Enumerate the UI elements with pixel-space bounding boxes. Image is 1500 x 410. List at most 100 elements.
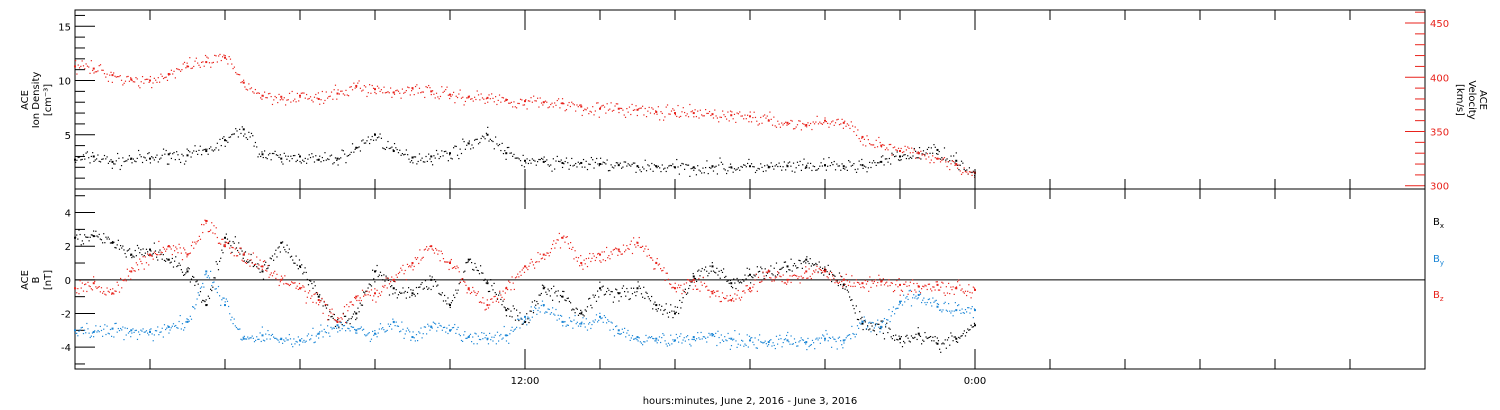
data-point [312,156,314,158]
data-point [170,261,172,263]
data-point [476,343,478,345]
data-point [786,124,788,126]
data-point [271,333,274,336]
data-point [674,282,676,284]
data-point [753,166,755,168]
data-point [441,329,443,331]
data-point [618,111,620,114]
data-point [77,287,79,290]
data-point [508,308,510,310]
data-point [694,277,697,280]
data-point [844,283,846,286]
data-point [728,282,730,284]
data-point [525,99,527,101]
data-point [568,300,571,303]
data-point [459,335,461,337]
data-point [665,170,667,173]
data-point [923,297,925,299]
data-point [359,297,361,299]
data-point [753,274,755,276]
data-point [972,326,974,328]
data-point [881,321,883,324]
data-point [217,242,220,244]
data-point [250,87,253,89]
data-point [765,275,767,277]
data-point [284,275,286,277]
data-point [888,309,890,311]
data-point [262,95,264,97]
data-point [429,245,431,247]
data-point [535,304,537,306]
data-point [121,287,123,289]
data-point [412,269,414,271]
data-point [454,296,456,299]
solar-wind-data [74,53,976,179]
data-point [644,107,646,110]
data-point [271,103,274,106]
data-point [223,54,225,56]
data-point [455,145,457,148]
data-point [804,125,806,127]
data-point [132,81,134,83]
data-point [433,278,436,281]
data-point [440,250,442,252]
data-point [696,280,698,283]
data-point [610,321,612,323]
data-point [486,299,488,301]
data-point [345,321,347,324]
data-point [673,310,675,312]
data-point [486,96,489,99]
data-point [795,167,797,169]
data-point [148,152,150,154]
data-point [158,240,160,243]
data-point [651,257,653,259]
data-point [304,341,306,343]
data-point [573,319,575,321]
data-point [607,319,609,321]
data-point [96,158,98,160]
data-point [550,164,552,166]
data-point [615,162,617,164]
data-point [374,270,376,273]
data-point [471,291,473,294]
data-point [161,327,163,329]
series-black [74,229,976,353]
data-point [568,101,570,104]
data-point [118,157,120,159]
data-point [390,87,392,89]
data-point [400,330,402,332]
data-point [187,318,189,321]
data-point [225,298,227,300]
data-point [599,163,601,166]
data-point [261,265,264,268]
data-point [567,104,569,106]
data-point [260,340,262,343]
field-tick-label: 0 [65,276,71,287]
data-point [114,163,116,165]
data-point [372,269,374,271]
data-point [906,295,908,298]
data-point [616,289,618,291]
data-point [478,338,481,341]
data-point [298,259,301,261]
data-point [118,329,121,332]
data-point [904,301,906,303]
data-point [111,242,113,244]
data-point [958,279,960,281]
data-point [84,329,86,332]
data-point [615,103,617,105]
data-point [319,103,321,105]
data-point [127,249,130,251]
data-point [741,282,743,284]
data-point [244,86,246,88]
data-point [193,276,195,278]
data-point [189,281,191,283]
data-point [402,287,404,289]
data-point [193,150,195,152]
data-point [879,141,881,144]
data-point [102,335,104,337]
data-point [351,326,353,328]
data-point [910,335,913,337]
data-point [279,154,281,156]
data-point [154,252,157,255]
